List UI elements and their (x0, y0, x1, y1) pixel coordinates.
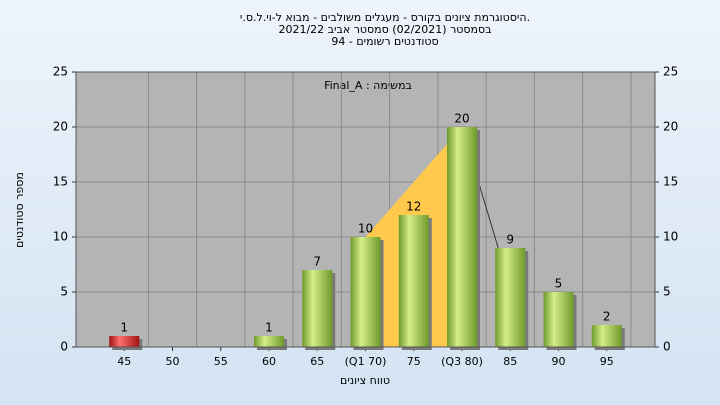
bar (254, 336, 284, 347)
x-axis-label: טווח ציונים (340, 374, 390, 387)
x-tick-label: 50 (166, 355, 180, 368)
x-tick-label: 85 (503, 355, 517, 368)
value-label: 1 (120, 321, 128, 335)
value-label: 1 (265, 321, 273, 335)
chart-subtitle: סטודנטים רשומים - 94 (331, 35, 438, 48)
x-tick-label: 90 (552, 355, 566, 368)
y-tick-label: 15 (53, 175, 68, 189)
y-tick-label: 25 (53, 65, 68, 79)
x-tick-label: (Q1 70) (345, 355, 387, 368)
chart-title: .היסטוגרמת ציונים בקורס - מעגלים משולבים… (240, 11, 530, 24)
annotation: במשימה : Final_A (324, 79, 412, 92)
y2-tick-label: 10 (663, 230, 678, 244)
y2-tick-label: 5 (663, 285, 671, 299)
bar (591, 325, 622, 347)
bar (109, 336, 140, 347)
bar (398, 215, 429, 347)
chart-subtitle: בסמסטר (02/2021) סמסטר אביב 2021/22 (278, 23, 491, 36)
y-tick-label: 20 (53, 120, 68, 134)
value-label: 10 (358, 222, 373, 236)
value-label: 12 (406, 200, 421, 214)
bar (543, 292, 574, 347)
y-tick-label: 0 (60, 340, 68, 354)
y-tick-label: 5 (60, 285, 68, 299)
x-tick-label: 60 (262, 355, 276, 368)
y2-tick-label: 20 (663, 120, 678, 134)
x-tick-label: 55 (214, 355, 228, 368)
x-tick-label: 95 (600, 355, 614, 368)
value-label: 20 (454, 112, 469, 126)
y2-tick-label: 25 (663, 65, 678, 79)
bar (447, 127, 477, 347)
x-tick-label: 65 (310, 355, 324, 368)
y-axis-label: מספר סטודנטים (13, 172, 26, 248)
y-tick-label: 10 (53, 230, 68, 244)
y2-tick-label: 15 (663, 175, 678, 189)
value-label: 7 (313, 255, 321, 269)
value-label: 5 (555, 277, 563, 291)
value-label: 9 (506, 233, 514, 247)
y2-tick-label: 0 (663, 340, 671, 354)
value-label: 2 (603, 310, 611, 324)
x-tick-label: 75 (407, 355, 421, 368)
bar (495, 248, 526, 347)
bar (302, 270, 333, 347)
bar (350, 237, 381, 347)
x-tick-label: 45 (117, 355, 131, 368)
plot-border (75, 71, 656, 348)
x-tick-label: (Q3 80) (441, 355, 483, 368)
